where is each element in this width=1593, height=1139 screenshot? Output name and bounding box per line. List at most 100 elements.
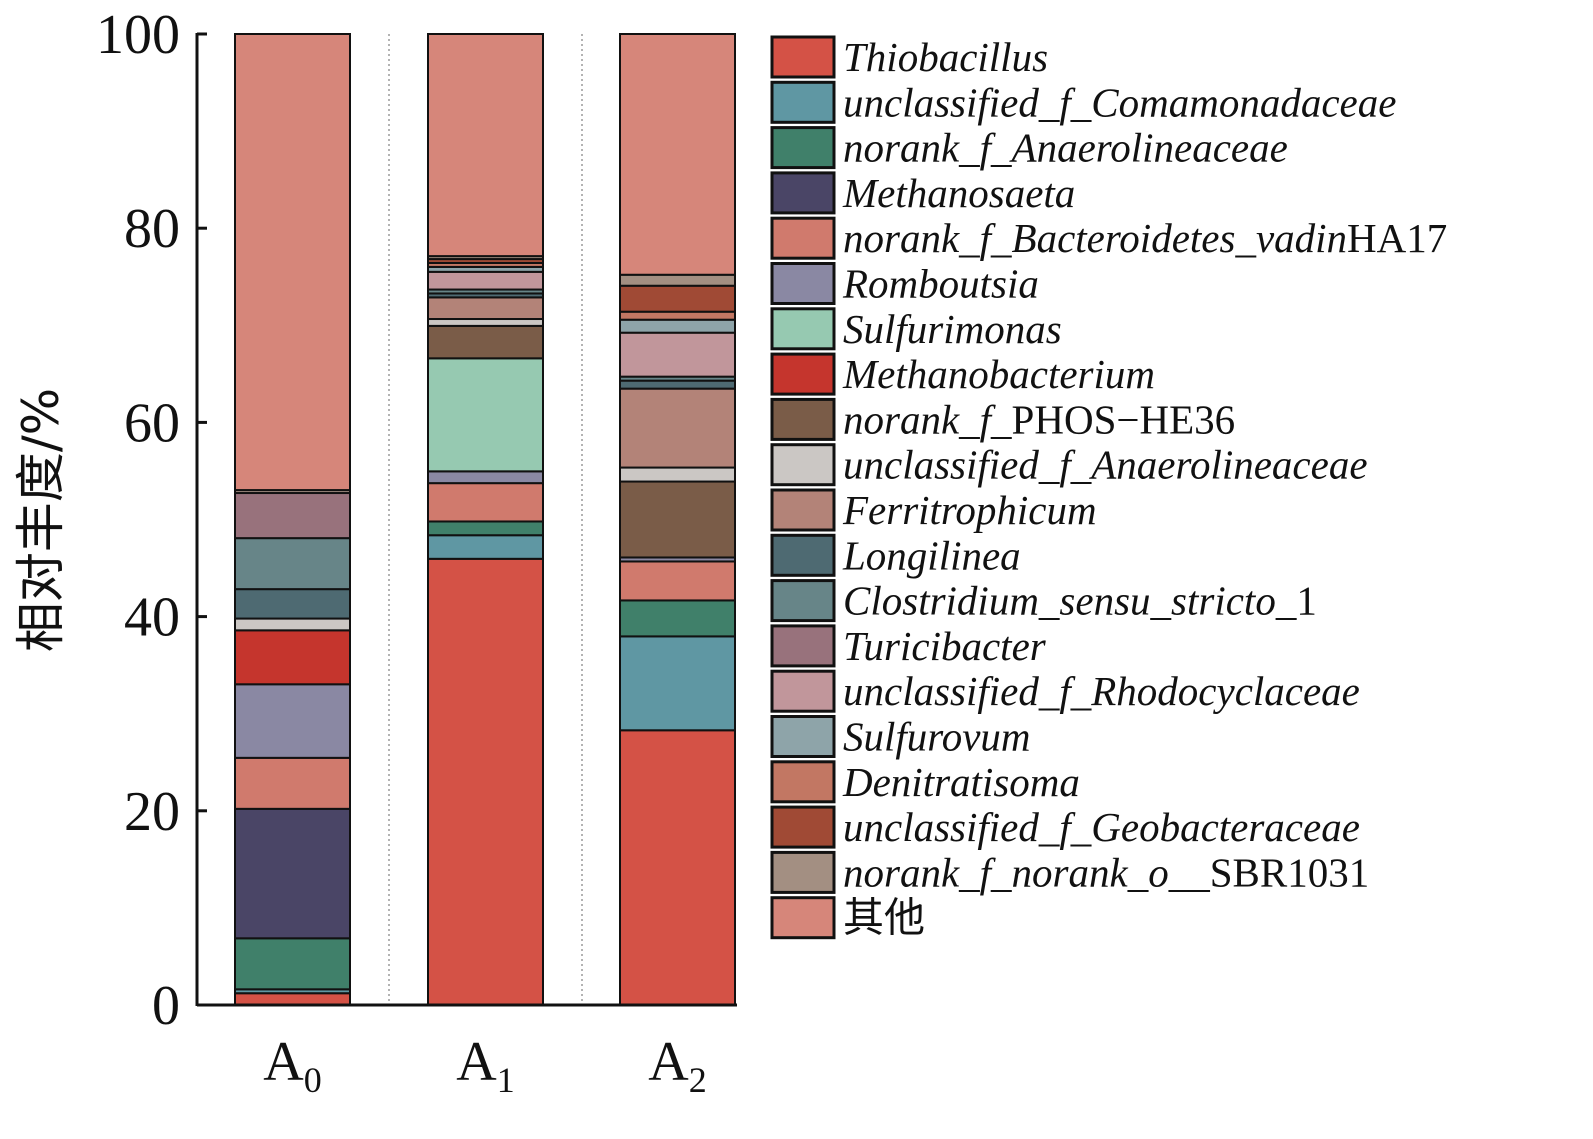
bar-segment xyxy=(427,33,544,258)
bar-segment xyxy=(619,560,736,602)
y-tick-labels: 0 20 40 60 80 100 xyxy=(96,4,180,1037)
bar-segment xyxy=(234,33,351,492)
x-category-label: A1 xyxy=(456,1031,514,1100)
legend-item: Thiobacillus xyxy=(770,34,1048,80)
bar-segment xyxy=(234,492,351,540)
bar-segment xyxy=(427,296,544,321)
legend-swatch xyxy=(770,669,836,713)
bar-segment xyxy=(619,387,736,469)
legend-item: norank_f_PHOS−HE36 xyxy=(770,396,1235,442)
legend-item: norank_f_Bacteroidetes_vadinHA17 xyxy=(770,215,1447,261)
bar-segment xyxy=(619,729,736,1006)
legend-label: norank_f_norank_o__SBR1031 xyxy=(843,849,1369,895)
legend-swatch xyxy=(770,80,836,124)
legend-swatch xyxy=(770,533,836,577)
bar-segment xyxy=(234,756,351,810)
bar-segment xyxy=(427,520,544,537)
x-category-label: A0 xyxy=(263,1031,321,1100)
legend-label: unclassified_f_Geobacteraceae xyxy=(843,804,1360,850)
legend-label: norank_f_Anaerolineaceae xyxy=(843,125,1288,171)
legend-swatch xyxy=(770,715,836,758)
legend-label: Methanobacterium xyxy=(842,351,1155,397)
bar-segment xyxy=(427,324,544,360)
axes xyxy=(195,32,737,1007)
legend-swatch xyxy=(770,352,836,396)
legend-item: Turicibacter xyxy=(770,623,1047,669)
legend-label: Clostridium_sensu_stricto_1 xyxy=(843,578,1317,624)
legend-item: Sulfurovum xyxy=(770,714,1031,760)
x-category-labels: A0 A1 A2 xyxy=(263,1031,706,1100)
bar-segment xyxy=(234,588,351,620)
separator-lines xyxy=(388,34,583,1005)
y-tick-label: 60 xyxy=(124,392,180,454)
legend-swatch xyxy=(770,262,836,305)
legend-label: Methanosaeta xyxy=(842,170,1075,216)
bar-segment xyxy=(234,617,351,632)
legend-label: unclassified_f_Comamonadaceae xyxy=(843,79,1396,125)
bar-segment xyxy=(619,635,736,732)
legend-label: 其他 xyxy=(843,895,925,941)
bar-segment xyxy=(619,331,736,378)
y-tick-label: 40 xyxy=(124,587,180,649)
legend-label: Longilinea xyxy=(842,532,1021,578)
legend-item: unclassified_f_Rhodocyclaceae xyxy=(770,668,1360,714)
legend-swatch xyxy=(770,805,836,849)
bar-segment xyxy=(234,992,351,1006)
bar-segment xyxy=(234,537,351,591)
bar-segment xyxy=(427,557,544,1007)
bar-segment xyxy=(619,33,736,276)
legend-item: Methanosaeta xyxy=(770,170,1075,216)
legend-swatch xyxy=(770,579,836,623)
legend-item: Sulfurimonas xyxy=(770,306,1062,352)
legend-label: Sulfurovum xyxy=(843,714,1031,760)
legend-item: unclassified_f_Comamonadaceae xyxy=(770,79,1396,125)
bar-segment xyxy=(619,480,736,559)
legend-label: unclassified_f_Anaerolineaceae xyxy=(843,442,1368,488)
bars xyxy=(234,33,736,1007)
y-tick-label: 20 xyxy=(124,781,180,843)
bar-segment xyxy=(619,379,736,390)
legend-label: Thiobacillus xyxy=(843,34,1048,80)
bar-segment xyxy=(427,534,544,560)
legend: Thiobacillusunclassified_f_Comamonadacea… xyxy=(770,34,1447,941)
legend-swatch xyxy=(770,443,836,487)
legend-item: Clostridium_sensu_stricto_1 xyxy=(770,578,1317,624)
legend-swatch xyxy=(770,488,836,532)
legend-label: norank_f_PHOS−HE36 xyxy=(843,396,1235,442)
y-tick-label: 0 xyxy=(152,975,180,1037)
legend-item: norank_f_norank_o__SBR1031 xyxy=(770,849,1369,895)
legend-label: unclassified_f_Rhodocyclaceae xyxy=(843,668,1360,714)
legend-item: Ferritrophicum xyxy=(770,487,1097,533)
legend-label: norank_f_Bacteroidetes_vadinHA17 xyxy=(843,215,1447,261)
legend-swatch xyxy=(770,126,836,170)
bar-segment xyxy=(427,482,544,523)
legend-item: Denitratisoma xyxy=(770,759,1080,805)
legend-item: norank_f_Anaerolineaceae xyxy=(770,125,1288,171)
legend-swatch xyxy=(770,216,836,260)
bar-segment xyxy=(619,318,736,334)
bar-segment xyxy=(427,470,544,485)
legend-swatch xyxy=(770,850,836,894)
bar-segment xyxy=(234,807,351,940)
bar-segment xyxy=(234,629,351,686)
legend-label: Turicibacter xyxy=(843,623,1047,669)
legend-item: Methanobacterium xyxy=(770,351,1155,397)
bar-segment xyxy=(619,284,736,313)
legend-swatch xyxy=(770,307,836,351)
y-tick-label: 80 xyxy=(124,198,180,260)
bar-segment xyxy=(619,466,736,483)
legend-swatch xyxy=(770,35,836,79)
legend-item: unclassified_f_Geobacteraceae xyxy=(770,804,1360,850)
bar-segment xyxy=(427,270,544,291)
y-axis-label: 相对丰度/% xyxy=(12,388,70,652)
legend-swatch xyxy=(770,171,836,215)
bar-segment xyxy=(619,599,736,638)
bar-segment xyxy=(427,357,544,473)
bar-segment xyxy=(234,937,351,991)
legend-label: Sulfurimonas xyxy=(843,306,1062,352)
x-category-label: A2 xyxy=(648,1031,706,1100)
bar-segment xyxy=(234,683,351,759)
legend-item: Longilinea xyxy=(770,532,1021,578)
legend-item: 其他 xyxy=(770,895,925,941)
